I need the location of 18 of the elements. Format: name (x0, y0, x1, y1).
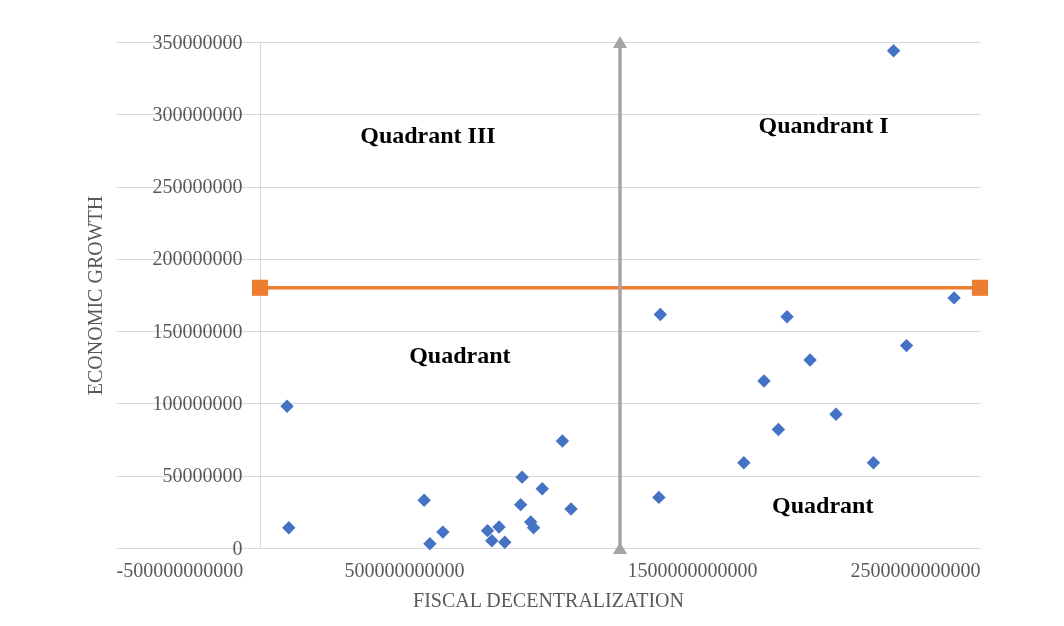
y-tick-label: 250000000 (152, 175, 243, 198)
y-tick-label: 300000000 (152, 102, 243, 125)
x-tick-label: 2500000000000 (850, 558, 981, 581)
x-tick-label: 1500000000000 (627, 558, 758, 581)
y-tick-label: 150000000 (152, 319, 243, 342)
y-tick-label: 0 (232, 536, 243, 559)
annotation: Quandrant I (758, 112, 889, 138)
x-tick-label: 500000000000 (344, 558, 465, 581)
x-tick-label: -500000000000 (116, 558, 244, 581)
annotation: Quadrant (772, 492, 874, 518)
y-tick-label: 350000000 (152, 30, 243, 53)
x-axis-title: FISCAL DECENTRALIZATION (413, 588, 684, 611)
y-tick-label: 50000000 (162, 464, 243, 487)
annotation: Quadrant III (360, 122, 496, 149)
annotation: Quadrant (409, 341, 511, 368)
y-axis-title: ECONOMIC GROWTH (83, 195, 106, 396)
y-tick-label: 100000000 (152, 391, 243, 414)
y-tick-label: 200000000 (152, 247, 243, 270)
